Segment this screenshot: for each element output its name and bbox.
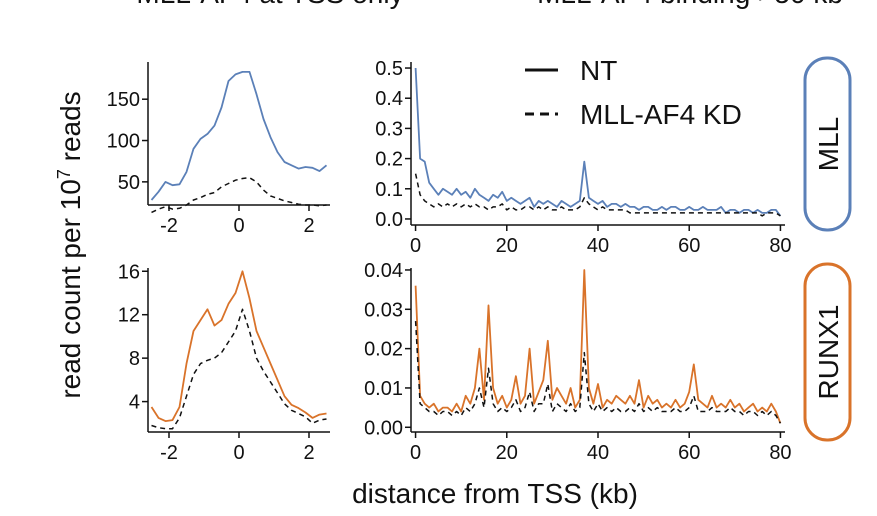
x-tick-label: 2 [303, 215, 314, 237]
x-tick-label: 60 [678, 235, 700, 257]
x-tick-label: -2 [160, 215, 178, 237]
x-tick-label: 2 [303, 442, 314, 464]
series-kd-line [414, 173, 781, 217]
x-tick-label: 0 [233, 215, 244, 237]
top-title-left: MLL-AF4 at TSS only [136, 0, 403, 9]
legend: NT MLL-AF4 KD [525, 55, 742, 130]
y-axis-title: read count per 107 reads [54, 91, 86, 398]
x-tick-label: 0 [410, 235, 421, 257]
y-tick-label: 16 [118, 261, 140, 283]
y-tick-label: 0.2 [375, 149, 403, 171]
panel-runx1-distal: 0.00 0.01 0.02 0.03 0.04 0 20 40 60 80 [364, 260, 792, 464]
panel-mll-tss: 50 100 150 -2 0 2 [107, 62, 330, 237]
y-tick-label: 0.1 [375, 179, 403, 201]
y-tick-label: 0.03 [364, 299, 403, 321]
y-tick-label: 4 [129, 392, 140, 414]
series-nt-line [150, 71, 328, 201]
series-kd-line [414, 321, 782, 424]
x-tick-label: 20 [496, 235, 518, 257]
x-tick-label: 20 [496, 442, 518, 464]
strip-runx1-box [803, 262, 852, 442]
series-kd-line [151, 176, 327, 214]
y-tick-label: 12 [118, 305, 140, 327]
x-tick-label: 0 [410, 442, 421, 464]
series-kd-line [151, 308, 327, 430]
y-tick-label: 0.0 [375, 209, 403, 231]
strip-mll-box [803, 56, 852, 232]
panel-mll-distal: 0.0 0.1 0.2 0.3 0.4 0.5 0 20 40 60 80 [375, 58, 791, 257]
x-tick-label: 40 [587, 442, 609, 464]
y-tick-label: 8 [129, 348, 140, 370]
x-tick-label: 80 [769, 442, 791, 464]
panel-runx1-tss: 4 8 12 16 -2 0 2 [118, 261, 330, 464]
y-tick-label: 50 [118, 172, 140, 194]
y-tick-label: 0.04 [364, 260, 403, 282]
y-tick-label: 0.00 [364, 417, 403, 439]
y-axis-title-suffix: reads [55, 91, 86, 169]
x-tick-label: 80 [769, 235, 791, 257]
strip-mll: MLL [803, 56, 852, 232]
y-tick-label: 0.3 [375, 118, 403, 140]
legend-kd-label: MLL-AF4 KD [580, 99, 742, 130]
x-axis-title: distance from TSS (kb) [352, 478, 638, 509]
y-axis-title-superscript: 7 [54, 169, 74, 179]
y-tick-label: 0.02 [364, 339, 403, 361]
x-tick-label: 0 [233, 442, 244, 464]
top-title-right: MLL-AF4 binding >50 kb [537, 0, 843, 9]
series-nt-line [414, 269, 782, 424]
x-tick-label: 40 [587, 235, 609, 257]
strip-runx1-label: RUNX1 [813, 305, 844, 400]
strip-runx1: RUNX1 [803, 262, 852, 442]
y-tick-label: 100 [107, 131, 140, 153]
series-nt-line [150, 270, 327, 423]
y-axis-title-prefix: read count per 10 [55, 179, 86, 399]
y-tick-label: 0.4 [375, 88, 403, 110]
y-tick-label: 0.01 [364, 378, 403, 400]
strip-mll-label: MLL [813, 117, 844, 171]
y-tick-label: 150 [107, 89, 140, 111]
x-tick-label: -2 [160, 442, 178, 464]
series-nt-line [414, 67, 782, 217]
y-tick-label: 0.5 [375, 58, 403, 80]
x-tick-label: 60 [678, 442, 700, 464]
legend-nt-label: NT [580, 55, 617, 86]
